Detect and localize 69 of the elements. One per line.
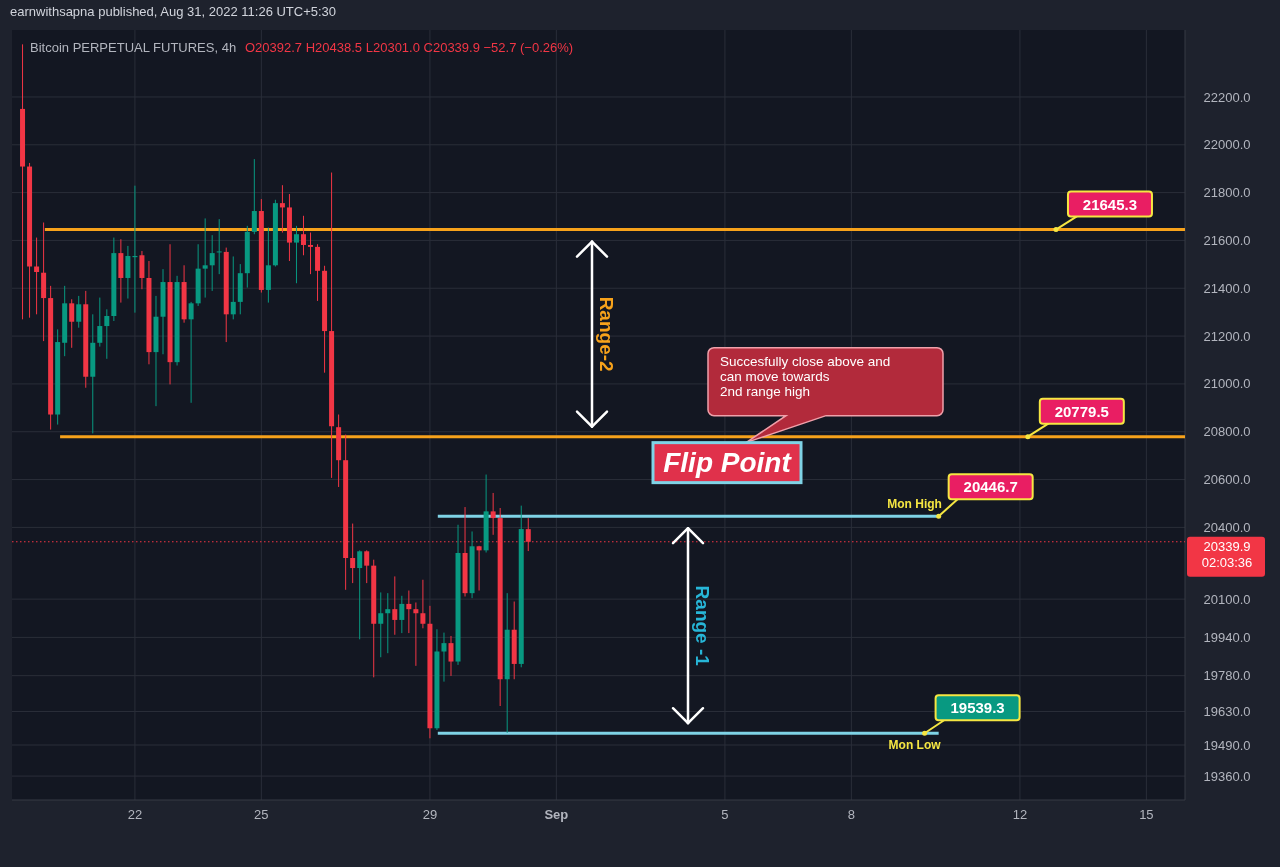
candlestick [69,298,75,349]
candlestick [97,297,103,348]
y-tick-label: 19940.0 [1203,629,1251,645]
text: earnwithsapna published, Aug 31, 2022 11:26 UTC+5:30 [10,4,337,19]
candlestick [300,215,306,256]
candlestick [315,243,321,302]
y-tick-label: 20100.0 [1203,591,1251,607]
x-tick-label: 15 [1139,807,1154,822]
text: Bitcoin PERPETUAL FUTURES, 4h [30,40,237,55]
candlestick [476,545,482,592]
candlestick [385,592,391,654]
annotation: Range -1 [692,585,714,667]
y-tick-label: 21400.0 [1203,280,1251,296]
annotation: Mon High [887,497,942,512]
y-tick-label: 19780.0 [1203,668,1251,684]
candlestick [209,234,215,292]
x-tick-label: 29 [422,807,438,822]
ref-line-label: 20779.5 [1054,402,1109,420]
y-tick-label: 22000.0 [1203,137,1251,153]
x-tick-label: 5 [721,807,729,822]
candlestick [104,308,110,360]
x-tick-label: 12 [1012,807,1028,822]
candlestick [364,549,370,584]
candlestick [308,232,314,275]
annotation: Mon Low [888,738,942,753]
annotation: Range-2 [596,296,618,372]
text: O20392.7 H20438.5 L20301.0 C20339.9 −52.7 (−0.26%) [245,40,574,55]
candlestick [406,590,412,634]
candlestick [216,218,222,275]
candlestick [378,591,384,658]
y-tick-label: 21800.0 [1203,185,1251,201]
y-tick-label: 19490.0 [1203,737,1251,753]
candlestick [357,549,363,640]
ref-line-label: 20446.7 [963,478,1018,496]
y-tick-label: 20800.0 [1203,424,1251,440]
candlestick [399,595,405,634]
candlestick [125,245,131,300]
y-tick-label: 22200.0 [1203,89,1251,105]
candlestick [251,158,257,235]
y-tick-label: 19360.0 [1203,768,1251,784]
annotation: Succesfully close above and can move towards 2nd range high [720,353,891,399]
candlestick [441,632,447,683]
candlestick [230,255,236,320]
candlestick [188,301,194,404]
y-tick-label: 20400.0 [1203,519,1251,535]
y-tick-label: 21200.0 [1203,328,1251,344]
candlestick [293,225,299,284]
annotation: Flip Point [663,447,793,479]
candlestick [392,575,398,636]
candlestick [448,635,454,677]
candlestick [420,579,426,629]
x-tick-label: 8 [847,807,855,822]
x-tick-label: Sep [544,807,569,822]
candlestick [139,250,145,290]
x-tick-label: 22 [127,807,143,822]
candlestick [279,184,285,234]
x-tick-label: 25 [254,807,269,822]
text: 02:03:36 [1201,555,1253,571]
y-tick-label: 21000.0 [1203,376,1251,392]
ref-line-label: 20339.9 [1203,539,1251,555]
y-tick-label: 21600.0 [1203,232,1251,248]
candlestick [413,601,419,667]
ref-line-label: 21645.3 [1082,195,1138,213]
candlestick [76,295,82,329]
candlestick [490,492,496,536]
y-tick-label: 20600.0 [1203,472,1251,488]
ref-line-label: 19539.3 [950,699,1005,717]
y-tick-label: 19630.0 [1203,704,1251,720]
candlestick [202,217,208,299]
